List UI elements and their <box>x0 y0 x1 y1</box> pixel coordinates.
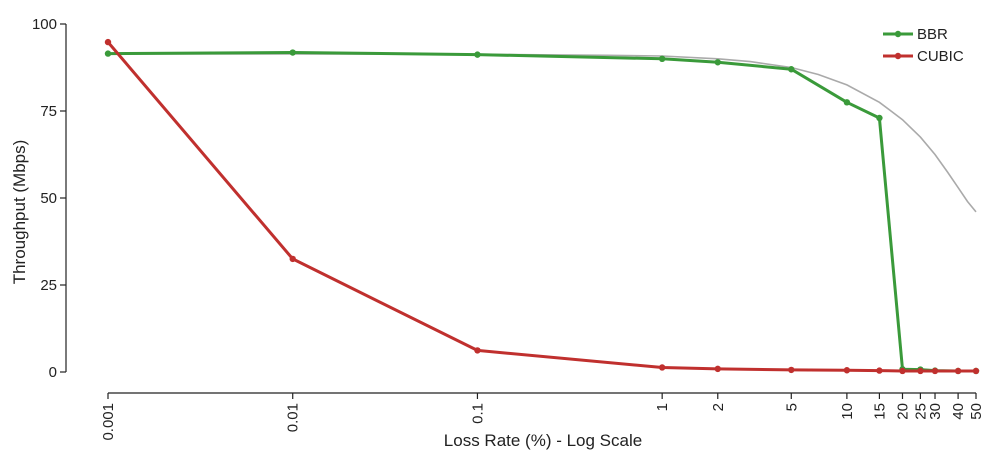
series-cubic-line <box>106 41 976 373</box>
x-tick-label: 1 <box>654 403 671 411</box>
x-tick-label: 2 <box>710 403 727 411</box>
x-tick-label: 40 <box>950 403 967 420</box>
series-group <box>104 38 980 375</box>
y-axis-label: Throughput (Mbps) <box>10 140 29 285</box>
series-cubic-point <box>876 367 883 374</box>
legend-label-cubic: CUBIC <box>917 48 964 65</box>
series-cubic-point <box>972 367 980 375</box>
y-tick-label: 25 <box>40 277 57 294</box>
x-tick-label: 0.001 <box>100 403 117 441</box>
x-tick-label: 10 <box>839 403 856 420</box>
series-bbr-point <box>788 66 795 73</box>
x-tick-label: 0.01 <box>285 403 302 432</box>
legend-item-bbr: BBR <box>883 26 948 43</box>
series-cubic-point <box>714 365 721 373</box>
legend-marker-bbr <box>894 30 902 38</box>
legend-marker-cubic <box>894 52 902 60</box>
reference-curve-group <box>108 53 977 213</box>
series-cubic-point <box>954 367 962 375</box>
series-cubic-point <box>788 366 795 374</box>
series-bbr-point <box>876 114 883 122</box>
series-bbr <box>104 49 980 375</box>
x-tick-label: 50 <box>968 403 985 420</box>
series-cubic-point <box>289 255 296 263</box>
series-cubic-point <box>917 367 924 375</box>
series-bbr-point <box>104 50 112 57</box>
series-bbr-point <box>289 49 296 56</box>
series-cubic-point <box>843 367 851 374</box>
reference-curve <box>108 53 977 213</box>
x-tick-label: 0.1 <box>469 403 486 424</box>
legend-item-cubic: CUBIC <box>883 48 964 65</box>
x-tick-label: 15 <box>871 403 888 420</box>
series-cubic-point <box>899 367 906 375</box>
series-bbr-point <box>843 99 851 106</box>
series-cubic <box>104 38 980 375</box>
y-tick-label: 75 <box>40 103 57 120</box>
y-tick-label: 0 <box>49 364 57 381</box>
series-cubic-point <box>474 347 481 354</box>
series-bbr-point <box>714 59 721 66</box>
x-tick-label: 20 <box>894 403 911 420</box>
series-bbr-point <box>474 51 481 58</box>
legend-label-bbr: BBR <box>917 26 948 43</box>
series-cubic-point <box>931 367 939 375</box>
y-tick-label: 100 <box>32 16 57 33</box>
series-bbr-point <box>658 55 666 62</box>
y-tick-label: 50 <box>40 190 57 207</box>
x-tick-label: 5 <box>783 403 800 411</box>
legend: BBR CUBIC <box>883 26 964 65</box>
x-axis-label: Loss Rate (%) - Log Scale <box>444 431 642 450</box>
x-tick-label: 25 <box>912 403 929 420</box>
x-tick-label: 30 <box>927 403 944 420</box>
series-cubic-point <box>658 364 666 371</box>
series-cubic-point <box>104 38 112 46</box>
